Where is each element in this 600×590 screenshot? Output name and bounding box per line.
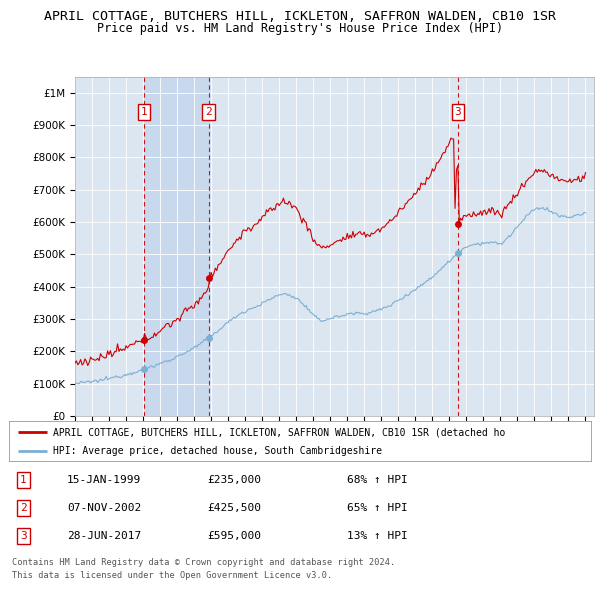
Text: 65% ↑ HPI: 65% ↑ HPI xyxy=(347,503,407,513)
Text: £235,000: £235,000 xyxy=(207,475,261,485)
Text: 68% ↑ HPI: 68% ↑ HPI xyxy=(347,475,407,485)
Text: APRIL COTTAGE, BUTCHERS HILL, ICKLETON, SAFFRON WALDEN, CB10 1SR (detached ho: APRIL COTTAGE, BUTCHERS HILL, ICKLETON, … xyxy=(53,427,505,437)
Text: 13% ↑ HPI: 13% ↑ HPI xyxy=(347,531,407,541)
Text: 1: 1 xyxy=(140,107,147,117)
Text: HPI: Average price, detached house, South Cambridgeshire: HPI: Average price, detached house, Sout… xyxy=(53,447,382,456)
Text: 2: 2 xyxy=(20,503,27,513)
Text: 07-NOV-2002: 07-NOV-2002 xyxy=(67,503,142,513)
Text: 3: 3 xyxy=(20,531,27,541)
Text: APRIL COTTAGE, BUTCHERS HILL, ICKLETON, SAFFRON WALDEN, CB10 1SR: APRIL COTTAGE, BUTCHERS HILL, ICKLETON, … xyxy=(44,10,556,23)
Text: £595,000: £595,000 xyxy=(207,531,261,541)
Text: 28-JUN-2017: 28-JUN-2017 xyxy=(67,531,142,541)
Text: This data is licensed under the Open Government Licence v3.0.: This data is licensed under the Open Gov… xyxy=(12,571,332,579)
Text: 15-JAN-1999: 15-JAN-1999 xyxy=(67,475,142,485)
Text: 2: 2 xyxy=(205,107,212,117)
Text: Contains HM Land Registry data © Crown copyright and database right 2024.: Contains HM Land Registry data © Crown c… xyxy=(12,558,395,566)
Text: £425,500: £425,500 xyxy=(207,503,261,513)
Text: 3: 3 xyxy=(454,107,461,117)
Bar xyxy=(144,77,209,416)
Text: 1: 1 xyxy=(20,475,27,485)
Text: Price paid vs. HM Land Registry's House Price Index (HPI): Price paid vs. HM Land Registry's House … xyxy=(97,22,503,35)
